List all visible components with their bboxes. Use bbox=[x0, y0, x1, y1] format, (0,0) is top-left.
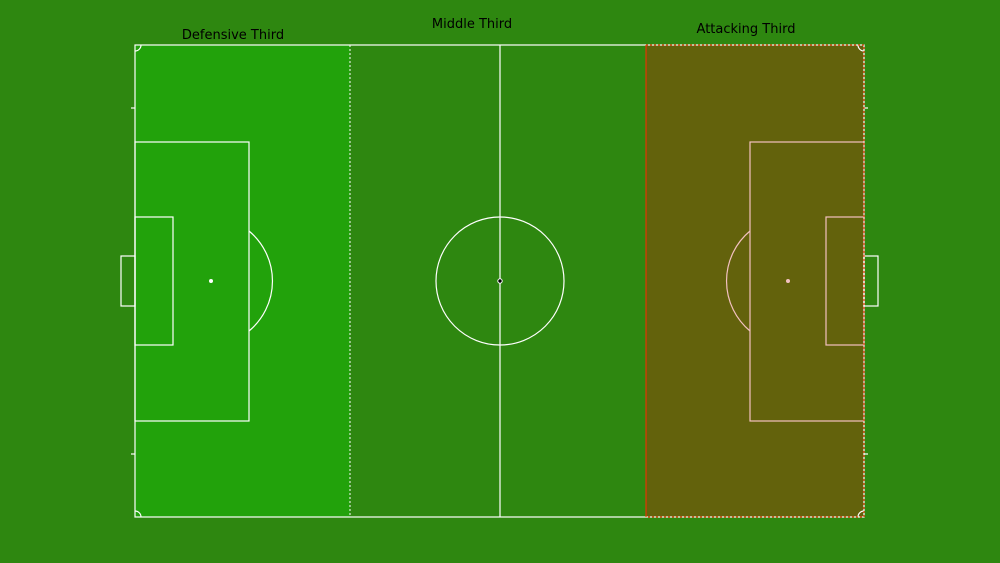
defensive-third-zone bbox=[135, 45, 350, 517]
left-penalty-spot bbox=[209, 279, 213, 283]
attacking-third-zone bbox=[646, 45, 864, 517]
middle-third-label: Middle Third bbox=[432, 17, 512, 32]
center-circle bbox=[435, 216, 565, 346]
left-penalty-arc bbox=[248, 230, 273, 332]
right-penalty-arc bbox=[726, 230, 751, 332]
corner-arc-top-left bbox=[134, 44, 142, 52]
defensive-third-label: Defensive Third bbox=[182, 28, 284, 43]
attacking-third-label: Attacking Third bbox=[697, 22, 796, 37]
corner-arc-bottom-left bbox=[134, 510, 142, 518]
attacking-third-outline bbox=[645, 44, 865, 518]
right-penalty-spot bbox=[786, 279, 790, 283]
center-spot bbox=[497, 278, 503, 284]
left-goal bbox=[120, 255, 136, 307]
